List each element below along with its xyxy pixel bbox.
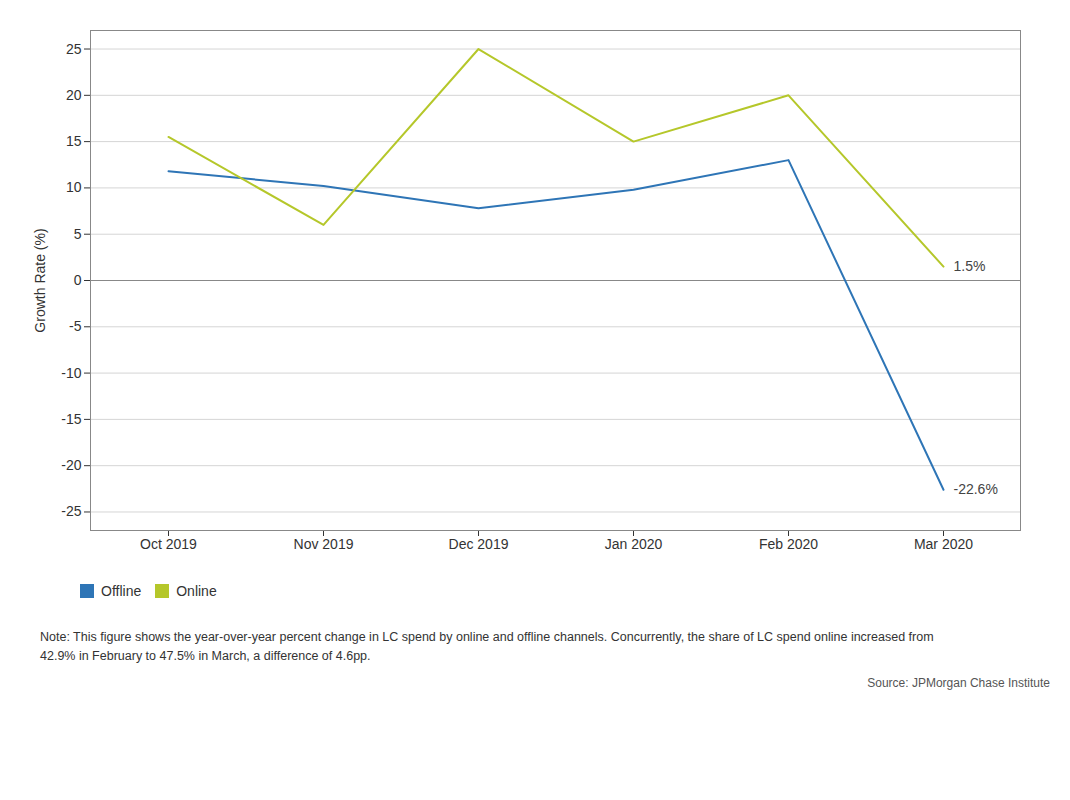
svg-text:20: 20: [66, 87, 82, 103]
svg-text:-10: -10: [61, 365, 81, 381]
svg-text:Jan 2020: Jan 2020: [605, 536, 663, 552]
html-text:Note: This figure shows the ye: Note: This figure shows the year-over-ye…: [40, 630, 934, 663]
svg-text:-25: -25: [61, 503, 81, 519]
svg-text:-22.6%: -22.6%: [954, 481, 998, 497]
html-text:Online: Online: [176, 582, 217, 599]
svg-text:Nov 2019: Nov 2019: [294, 536, 354, 552]
svg-text:-20: -20: [61, 457, 81, 473]
svg-text:15: 15: [66, 133, 82, 149]
svg-text:10: 10: [66, 179, 82, 195]
svg-text:25: 25: [66, 40, 82, 56]
svg-text:-5: -5: [69, 318, 82, 334]
html-text:Offline: Offline: [101, 582, 142, 599]
svg-text:Oct 2019: Oct 2019: [140, 536, 197, 552]
html-text:Source: JPMorgan Chase Institu: Source: JPMorgan Chase Institute: [867, 675, 1050, 690]
svg-text:Feb 2020: Feb 2020: [759, 536, 818, 552]
svg-text:-15: -15: [61, 411, 81, 427]
svg-text:5: 5: [74, 226, 82, 242]
svg-text:Mar 2020: Mar 2020: [914, 536, 973, 552]
svg-text:Growth Rate (%): Growth Rate (%): [32, 228, 48, 332]
svg-text:0: 0: [74, 272, 82, 288]
svg-text:Dec 2019: Dec 2019: [449, 536, 509, 552]
svg-text:1.5%: 1.5%: [954, 258, 986, 274]
